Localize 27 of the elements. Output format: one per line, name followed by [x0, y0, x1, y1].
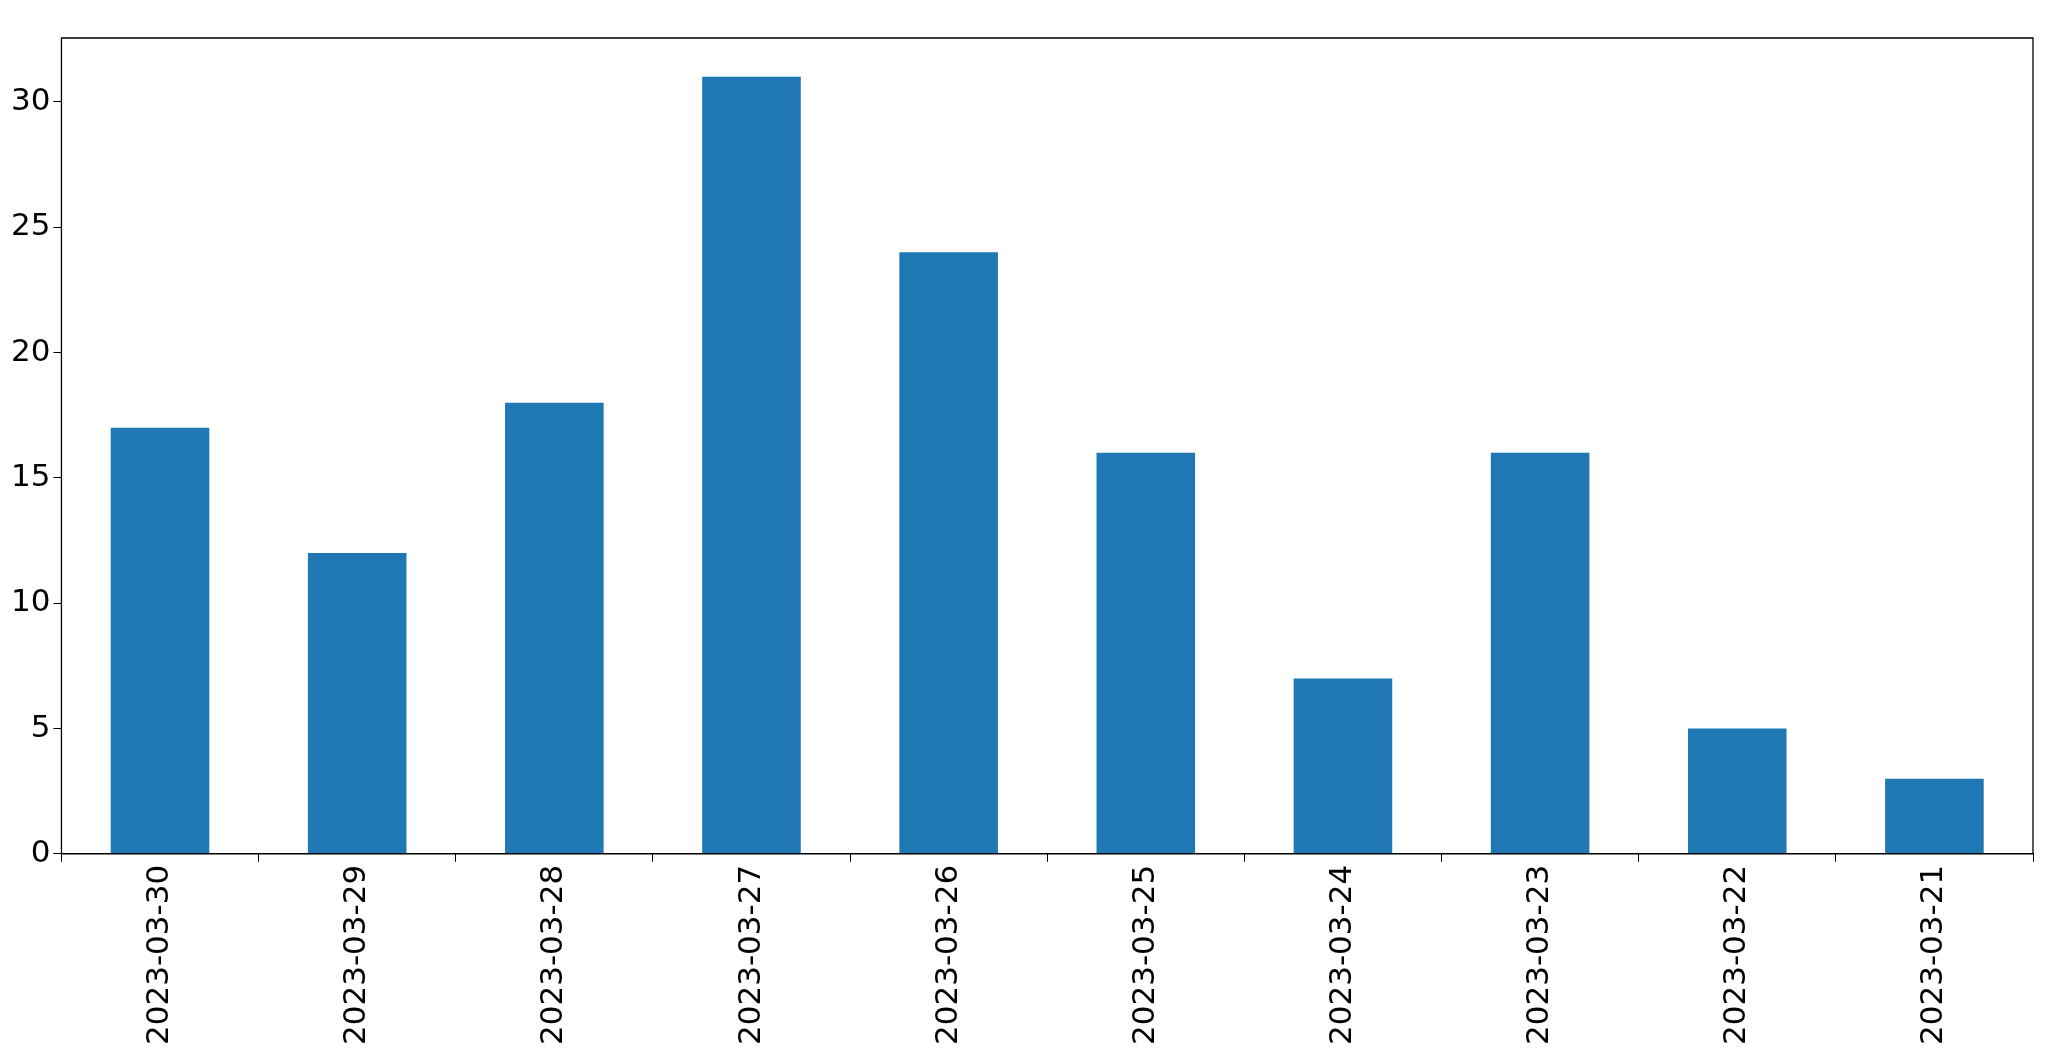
y-tick-label: 20: [10, 331, 51, 368]
bar: [1687, 728, 1787, 854]
y-tick-label: 0: [30, 832, 51, 869]
bar: [899, 252, 998, 854]
x-tick-label: 2023-03-21: [1913, 864, 1950, 1046]
bar: [1293, 678, 1393, 854]
bar: [702, 76, 801, 854]
y-tick-label: 15: [10, 456, 51, 493]
x-tick-label: 2023-03-24: [1322, 864, 1358, 1046]
bar: [307, 553, 407, 854]
x-tick-label: 2023-03-29: [336, 864, 373, 1046]
y-tick-label: 5: [30, 707, 51, 744]
y-tick-label: 30: [10, 80, 51, 117]
bar: [505, 402, 604, 854]
x-tick-label: 2023-03-26: [927, 864, 964, 1046]
x-tick-label: 2023-03-27: [730, 864, 767, 1046]
x-tick-label: 2023-03-22: [1716, 864, 1753, 1046]
x-tick-label: 2023-03-23: [1519, 864, 1556, 1046]
y-tick-label: 10: [10, 582, 51, 619]
x-tick-label: 2023-03-30: [139, 864, 176, 1046]
bar: [1490, 452, 1590, 854]
x-tick-label: 2023-03-25: [1124, 864, 1161, 1046]
bar: [1096, 452, 1196, 854]
bar: [1885, 778, 1984, 854]
y-tick-label: 25: [10, 206, 51, 243]
x-tick-label: 2023-03-28: [533, 864, 570, 1046]
bar: [110, 427, 210, 854]
